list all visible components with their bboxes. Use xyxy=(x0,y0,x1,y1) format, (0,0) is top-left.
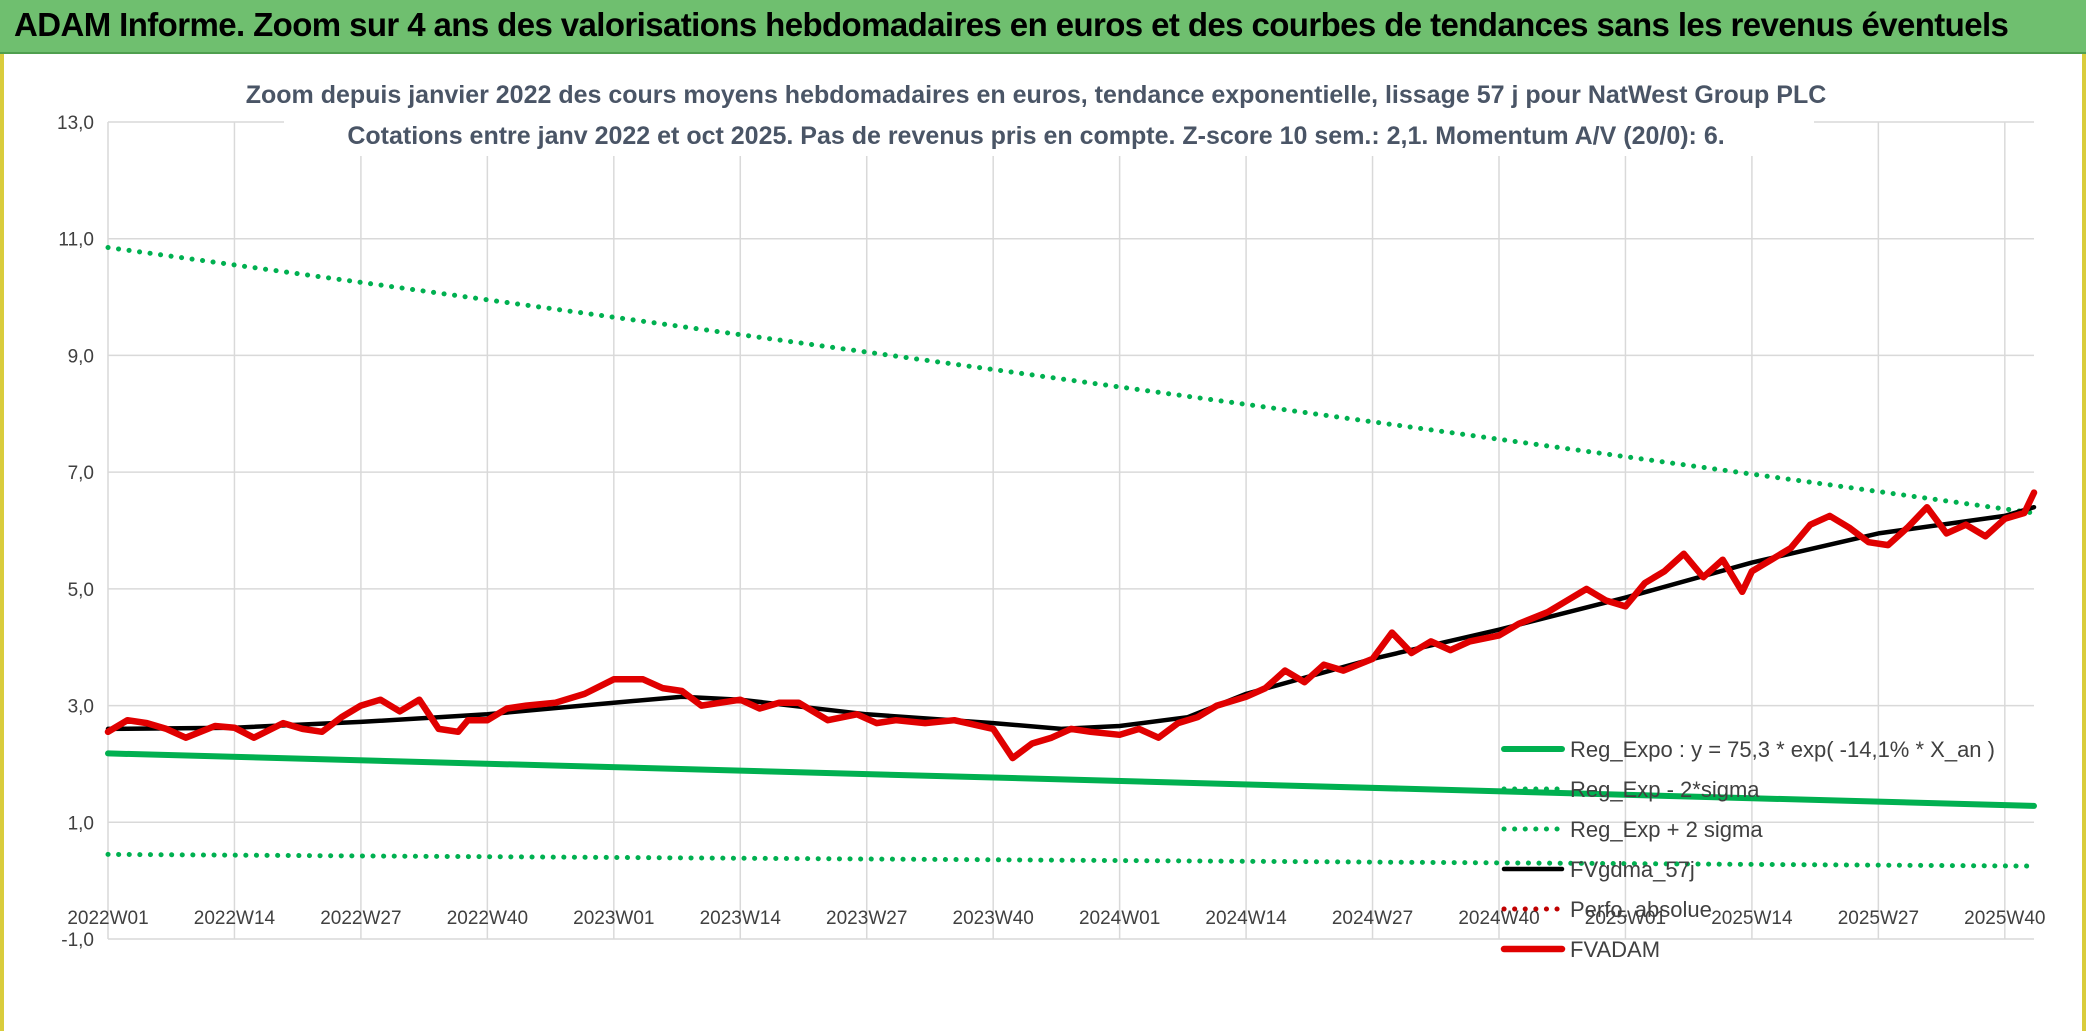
legend-label: FVgdma_57j xyxy=(1570,857,1695,882)
x-tick-label: 2023W40 xyxy=(953,908,1034,929)
chart-frame: -1,0 1,0 3,0 5,0 7,0 9,0 11,0 13,0 2022W01 2022W… xyxy=(0,54,2086,1031)
x-tick-label: 2025W40 xyxy=(1964,908,2045,929)
x-tick-label: 2023W01 xyxy=(573,908,654,929)
series-line-1 xyxy=(105,851,2037,869)
x-tick-label: 2024W27 xyxy=(1332,908,1413,929)
legend-label: Reg_Expo : y = 75,3 * exp( -14,1% * X_an… xyxy=(1570,737,1995,762)
x-tick-label: 2022W14 xyxy=(194,908,276,929)
legend-label: FVADAM xyxy=(1570,937,1660,962)
x-tick-label: 2024W01 xyxy=(1079,908,1160,929)
x-tick-label: 2022W40 xyxy=(447,908,528,929)
y-axis-ticks: -1,0 1,0 3,0 5,0 7,0 9,0 11,0 13,0 xyxy=(57,113,94,951)
y-tick-label: 11,0 xyxy=(58,230,94,251)
chart-title: Zoom depuis janvier 2022 des cours moyen… xyxy=(246,81,1827,109)
y-tick-label: 1,0 xyxy=(68,813,94,834)
series-line-3 xyxy=(105,504,2037,732)
x-tick-label: 2025W14 xyxy=(1711,908,1793,929)
y-tick-label: 9,0 xyxy=(68,346,94,367)
x-tick-label: 2024W14 xyxy=(1205,908,1287,929)
chart-svg: -1,01,03,05,07,09,011,013,0 2022W01 2022W… xyxy=(57,74,2045,962)
x-tick-label: 2024W40 xyxy=(1458,908,1539,929)
chart-subtitle: Cotations entre janv 2022 et oct 2025. P… xyxy=(347,122,1724,150)
x-axis-ticks: 2022W01 2022W14 2022W27 2022W40 2023W01 2023W… xyxy=(67,908,2045,929)
x-tick-label: 2025W27 xyxy=(1838,908,1919,929)
series-line-0 xyxy=(105,750,2037,809)
series-line-2 xyxy=(105,245,2037,516)
legend-label: Reg_Exp - 2*sigma xyxy=(1570,777,1760,802)
y-tick-label: -1,0 xyxy=(61,930,94,951)
x-tick-label: 2022W01 xyxy=(67,908,148,929)
x-tick-label: 2025W01 xyxy=(1585,908,1666,929)
y-tick-label: 3,0 xyxy=(68,697,94,718)
banner: ADAM Informe. Zoom sur 4 ans des valoris… xyxy=(0,0,2086,54)
x-tick-label: 2023W14 xyxy=(700,908,782,929)
x-tick-label: 2023W27 xyxy=(826,908,907,929)
y-tick-label: 7,0 xyxy=(68,463,94,484)
legend-label: Perfo. absolue xyxy=(1570,897,1712,922)
title-background xyxy=(284,74,1814,156)
legend-label: Reg_Exp + 2 sigma xyxy=(1570,817,1763,842)
series-layer xyxy=(104,245,2038,869)
x-tick-label: 2022W27 xyxy=(320,908,401,929)
series-line-5 xyxy=(104,489,2038,762)
y-tick-label: 5,0 xyxy=(68,580,94,601)
y-tick-label: 13,0 xyxy=(57,113,94,134)
banner-title: ADAM Informe. Zoom sur 4 ans des valoris… xyxy=(14,6,2009,43)
legend: Reg_Expo : y = 75,3 * exp( -14,1% * X_an… xyxy=(1500,737,1995,962)
